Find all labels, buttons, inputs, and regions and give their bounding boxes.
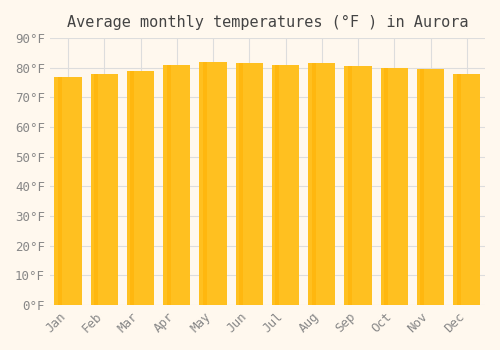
- Bar: [130, 71, 134, 305]
- Bar: [344, 66, 372, 305]
- Bar: [308, 63, 336, 305]
- Bar: [420, 69, 424, 305]
- Bar: [348, 66, 352, 305]
- Bar: [380, 68, 408, 305]
- Bar: [417, 69, 444, 305]
- Bar: [200, 62, 226, 305]
- Bar: [203, 62, 207, 305]
- Bar: [454, 74, 480, 305]
- Bar: [456, 74, 461, 305]
- Bar: [90, 74, 118, 305]
- Bar: [236, 63, 263, 305]
- Title: Average monthly temperatures (°F ) in Aurora: Average monthly temperatures (°F ) in Au…: [66, 15, 468, 30]
- Bar: [58, 77, 62, 305]
- Bar: [276, 65, 280, 305]
- Bar: [272, 65, 299, 305]
- Bar: [54, 77, 82, 305]
- Bar: [127, 71, 154, 305]
- Bar: [384, 68, 388, 305]
- Bar: [166, 65, 170, 305]
- Bar: [163, 65, 190, 305]
- Bar: [312, 63, 316, 305]
- Bar: [239, 63, 243, 305]
- Bar: [94, 74, 98, 305]
